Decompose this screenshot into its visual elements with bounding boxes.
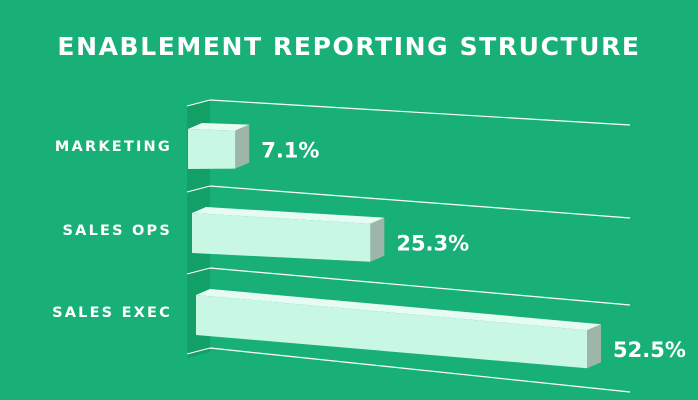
bar-side-0 xyxy=(235,124,250,169)
grid-line-2 xyxy=(209,267,631,306)
value-label-0: 7.1% xyxy=(261,139,319,163)
grid-line-3 xyxy=(209,347,631,393)
category-label-1: SALES OPS xyxy=(63,223,173,239)
category-label-0: MARKETING xyxy=(55,139,172,155)
bar-top-1 xyxy=(192,207,385,224)
grid-line-wall-0 xyxy=(186,99,211,107)
bar-top-0 xyxy=(188,123,250,131)
grid-line-wall-3 xyxy=(186,347,211,355)
value-label-2: 52.5% xyxy=(613,338,686,362)
bar-0 xyxy=(188,129,236,169)
bar-top-2 xyxy=(196,289,602,331)
grid-line-wall-2 xyxy=(186,267,211,275)
bar-side-2 xyxy=(587,324,602,369)
value-label-1: 25.3% xyxy=(396,232,469,256)
grid-line-0 xyxy=(209,99,631,126)
bar-side-1 xyxy=(370,217,385,262)
bar-1 xyxy=(192,213,371,262)
bar-2 xyxy=(196,295,588,369)
grid-line-wall-1 xyxy=(186,185,211,193)
grid-line-1 xyxy=(209,185,631,219)
category-label-2: SALES EXEC xyxy=(52,305,172,321)
chart-title: ENABLEMENT REPORTING STRUCTURE xyxy=(57,32,641,61)
